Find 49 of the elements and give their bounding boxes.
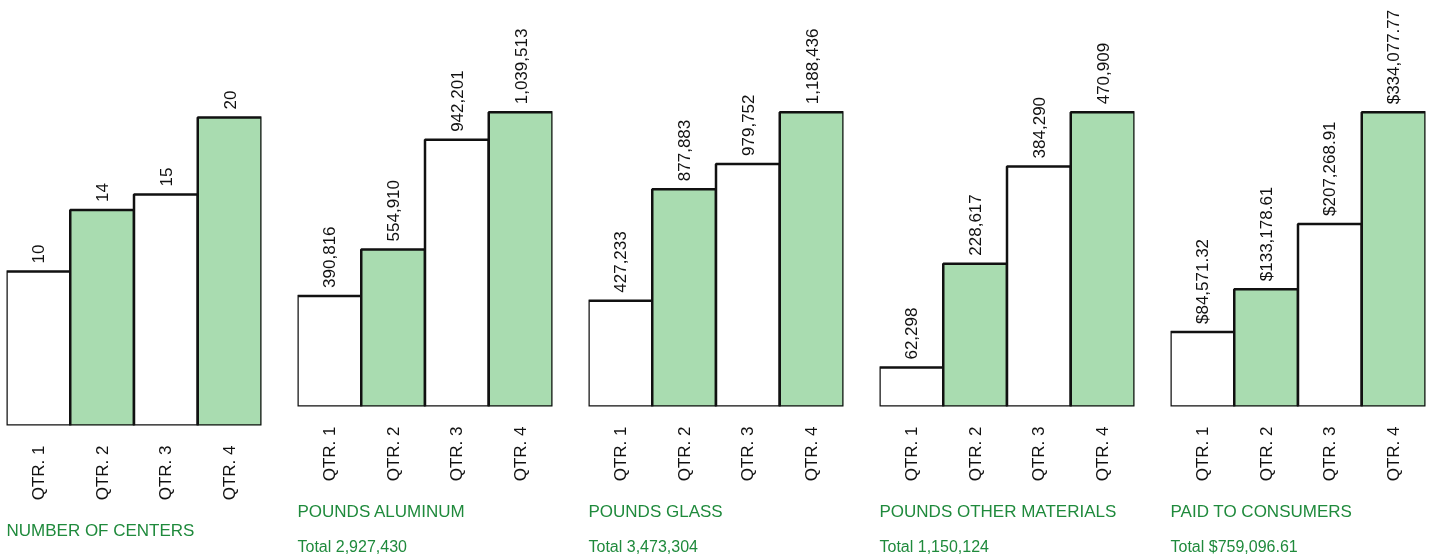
x-tick-label: QTR. 3 <box>1320 426 1340 482</box>
data-label: 14 <box>93 183 113 202</box>
data-label: 554,910 <box>384 180 404 242</box>
text: POUNDS GLASS <box>588 501 723 521</box>
data-label: $207,268.91 <box>1320 121 1340 216</box>
text: Total 1,150,124 <box>879 537 990 554</box>
data-label: 942,201 <box>447 70 467 132</box>
x-tick-label: QTR. 1 <box>901 426 921 482</box>
data-label: 1,039,513 <box>511 28 531 105</box>
data-label: 384,290 <box>1029 96 1049 159</box>
text: NUMBER OF CENTERS <box>6 520 195 540</box>
text: POUNDS ALUMINUM <box>297 501 465 521</box>
text: Total 3,473,304 <box>588 537 699 554</box>
x-tick-label: QTR. 1 <box>28 445 48 501</box>
x-tick-label: QTR. 3 <box>738 426 758 482</box>
x-tick-label: QTR. 4 <box>1093 426 1113 482</box>
data-label: 10 <box>29 244 49 264</box>
x-tick-label: QTR. 1 <box>610 426 630 482</box>
x-tick-label: QTR. 4 <box>1384 426 1404 482</box>
data-label: 470,909 <box>1093 42 1113 105</box>
data-label: $84,571.32 <box>1192 238 1212 325</box>
text: Total $759,096.61 <box>1170 537 1298 554</box>
text: Total 2,927,430 <box>297 537 408 554</box>
data-label: 62,298 <box>902 307 922 360</box>
x-tick-label: QTR. 4 <box>511 426 531 482</box>
data-label: $133,178.61 <box>1256 186 1276 282</box>
x-tick-label: QTR. 2 <box>383 426 403 482</box>
text: POUNDS OTHER MATERIALS <box>879 501 1117 521</box>
x-tick-label: QTR. 3 <box>1029 426 1049 482</box>
text: PAID TO CONSUMERS <box>1170 501 1352 521</box>
x-tick-label: QTR. 2 <box>674 426 694 482</box>
data-label: 427,233 <box>611 231 631 293</box>
x-tick-label: QTR. 4 <box>220 445 240 501</box>
x-tick-label: QTR. 3 <box>447 426 467 482</box>
data-label: 1,188,436 <box>802 28 822 105</box>
data-label: 390,816 <box>320 226 340 288</box>
data-label: 877,883 <box>675 119 695 182</box>
data-label: 228,617 <box>966 194 986 256</box>
x-tick-label: QTR. 2 <box>92 445 112 501</box>
x-tick-label: QTR. 1 <box>319 426 339 482</box>
data-label: 20 <box>220 90 240 110</box>
data-label: 979,752 <box>738 94 758 156</box>
data-label: $334,077.77 <box>1384 9 1404 105</box>
x-tick-label: QTR. 4 <box>802 426 822 482</box>
x-tick-label: QTR. 2 <box>1256 426 1276 482</box>
x-tick-label: QTR. 3 <box>156 445 176 501</box>
x-tick-label: QTR. 2 <box>965 426 985 482</box>
x-tick-label: QTR. 1 <box>1192 426 1212 482</box>
data-label: 15 <box>156 167 176 187</box>
